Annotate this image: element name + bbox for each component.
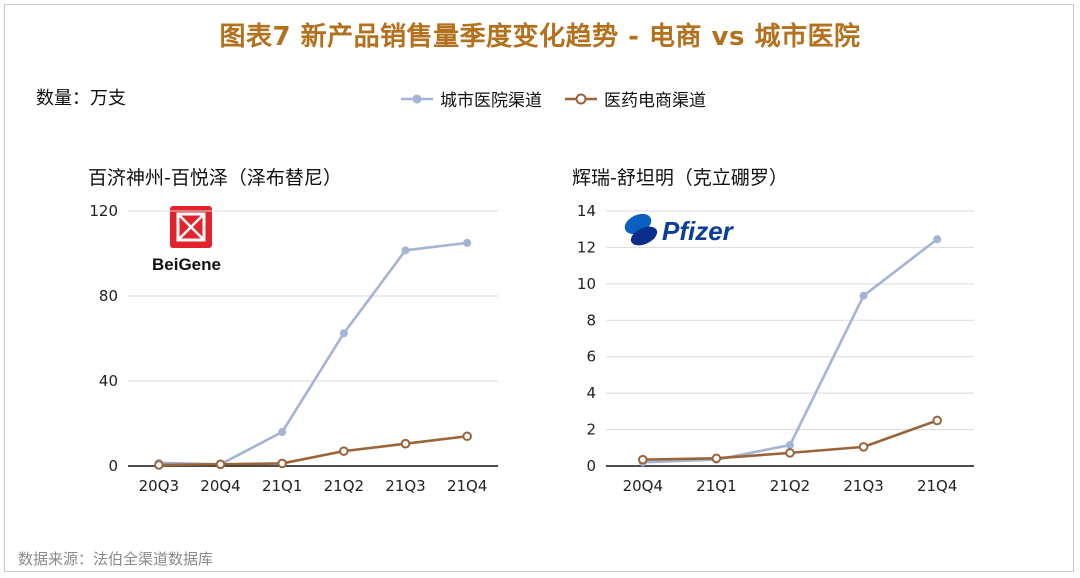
right-ytick-7: 14 [577, 202, 596, 220]
left-ytick-0: 0 [108, 457, 118, 475]
left-series-1-point-2 [277, 458, 287, 469]
left-ytick-2: 80 [99, 287, 118, 305]
right-ytick-3: 6 [586, 348, 596, 366]
right-series-line-0 [642, 238, 938, 464]
legend-label-hospital: 城市医院渠道 [440, 91, 542, 111]
left-ytick-1: 40 [99, 372, 118, 390]
pfizer-logo-text: Pfizer [662, 216, 735, 246]
right-ytick-2: 4 [586, 384, 596, 402]
right-series-0-point-2 [786, 441, 794, 450]
right-xtick-3: 21Q3 [843, 477, 883, 495]
left-ytick-3: 120 [89, 202, 118, 220]
left-series-0-point-3 [339, 329, 348, 338]
right-xtick-4: 21Q4 [917, 477, 957, 495]
left-xtick-1: 20Q4 [200, 477, 240, 495]
left-series-0-point-5 [463, 238, 472, 247]
right-series-1-point-2 [785, 448, 795, 458]
beigene-logo-text: BeiGene [152, 255, 221, 274]
right-series-1-point-1 [711, 453, 722, 464]
right-xtick-0: 20Q4 [623, 477, 663, 495]
right-ytick-5: 10 [577, 275, 596, 293]
legend-item-ecommerce: 医药电商渠道 [564, 86, 706, 111]
legend-marker-ecommerce [565, 93, 597, 104]
left-series-1-point-0 [154, 460, 164, 470]
right-xtick-1: 21Q1 [696, 477, 736, 495]
beigene-logo: BeiGene [152, 206, 221, 274]
source-note: 数据来源：法伯全渠道数据库 [18, 550, 214, 568]
unit-label: 数量：万支 [36, 88, 126, 109]
left-series-line-0 [158, 241, 468, 466]
left-series-0-point-4 [401, 246, 410, 255]
legend-marker-hospital [401, 94, 433, 103]
left-xtick-0: 20Q3 [139, 477, 179, 495]
legend: 城市医院渠道 医药电商渠道 [400, 86, 706, 111]
right-chart-title: 辉瑞-舒坦明（克立硼罗） [572, 167, 788, 189]
page-title: 图表7 新产品销售量季度变化趋势 - 电商 vs 城市医院 [219, 22, 861, 52]
right-xtick-2: 21Q2 [770, 477, 810, 495]
left-xtick-2: 21Q1 [262, 477, 302, 495]
left-series-0-point-2 [278, 428, 287, 436]
left-xtick-3: 21Q2 [324, 477, 364, 495]
right-ytick-6: 12 [577, 238, 596, 256]
left-series-line-1 [158, 434, 468, 467]
left-series-1-point-5 [462, 431, 472, 442]
right-series-1-point-3 [858, 442, 869, 452]
legend-item-hospital: 城市医院渠道 [400, 86, 542, 111]
left-series-1-point-3 [339, 446, 349, 456]
legend-label-ecommerce: 医药电商渠道 [604, 91, 706, 111]
left-chart-title: 百济神州-百悦泽（泽布替尼） [88, 167, 342, 189]
left-series-1-point-4 [400, 438, 411, 449]
right-series-0-point-4 [933, 235, 942, 244]
chart-frame [4, 4, 1074, 572]
right-series-0-point-3 [859, 291, 868, 300]
left-series-1-point-1 [215, 459, 226, 470]
right-ytick-4: 8 [586, 311, 596, 329]
pfizer-logo: Pfizer [624, 213, 735, 246]
right-ytick-0: 0 [586, 457, 596, 475]
left-xtick-4: 21Q3 [385, 477, 425, 495]
right-series-1-point-0 [638, 454, 648, 465]
right-series-1-point-4 [932, 415, 943, 426]
left-xtick-5: 21Q4 [447, 477, 487, 495]
right-ytick-1: 2 [586, 421, 596, 439]
